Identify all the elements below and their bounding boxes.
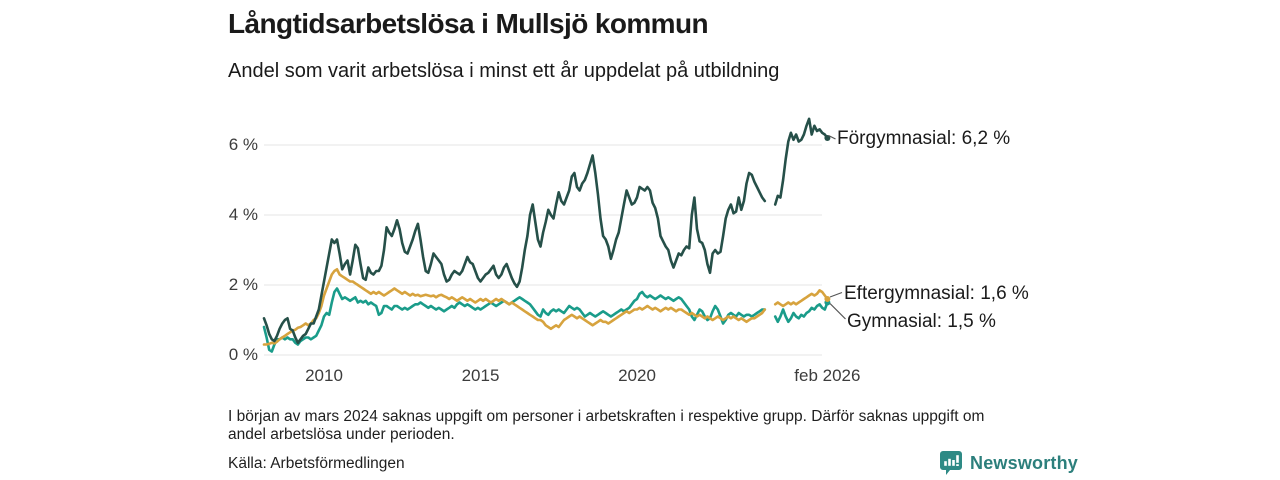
label-connector bbox=[829, 291, 843, 298]
series-end-label-forgymnasial: Förgymnasial: 6,2 % bbox=[837, 128, 1011, 149]
footnote-line-1: I början av mars 2024 saknas uppgift om … bbox=[228, 408, 985, 425]
y-axis-tick-label: 6 % bbox=[228, 135, 258, 154]
y-axis-tick-label: 0 % bbox=[228, 345, 258, 364]
y-axis-tick-label: 2 % bbox=[228, 275, 258, 294]
series-end-dot-förgymnasial bbox=[824, 135, 831, 141]
series-end-dot-eftergymnasial bbox=[824, 296, 831, 302]
label-connector bbox=[828, 134, 836, 140]
series-end-label-eftergymnasial: Eftergymnasial: 1,6 % bbox=[844, 283, 1029, 304]
series-end-label-gymnasial: Gymnasial: 1,5 % bbox=[847, 311, 996, 332]
page-title: Långtidsarbetslösa i Mullsjö kommun bbox=[228, 8, 709, 39]
logo-wordmark: Newsworthy bbox=[970, 452, 1079, 473]
x-axis-tick-label: 2020 bbox=[618, 366, 656, 385]
series-line-gymnasial bbox=[262, 287, 829, 353]
footnote: I början av mars 2024 saknas uppgift om … bbox=[228, 408, 984, 443]
label-connector bbox=[829, 303, 846, 320]
series-line-eftergymnasial bbox=[262, 268, 829, 346]
source-credit: Källa: Arbetsförmedlingen bbox=[228, 455, 405, 472]
series-line-förgymnasial bbox=[262, 117, 829, 345]
x-axis-tick-label: feb 2026 bbox=[794, 366, 861, 385]
newsworthy-logo: Newsworthy bbox=[940, 451, 1078, 475]
page-subtitle: Andel som varit arbetslösa i minst ett å… bbox=[228, 60, 780, 82]
y-axis-tick-label: 4 % bbox=[228, 205, 258, 224]
footnote-line-2: andel arbetslösa under perioden. bbox=[228, 425, 455, 443]
bar-chart-speech-bubble-icon bbox=[940, 451, 962, 475]
x-axis-tick-label: 2015 bbox=[461, 366, 500, 385]
x-axis-tick-label: 2010 bbox=[305, 366, 343, 385]
